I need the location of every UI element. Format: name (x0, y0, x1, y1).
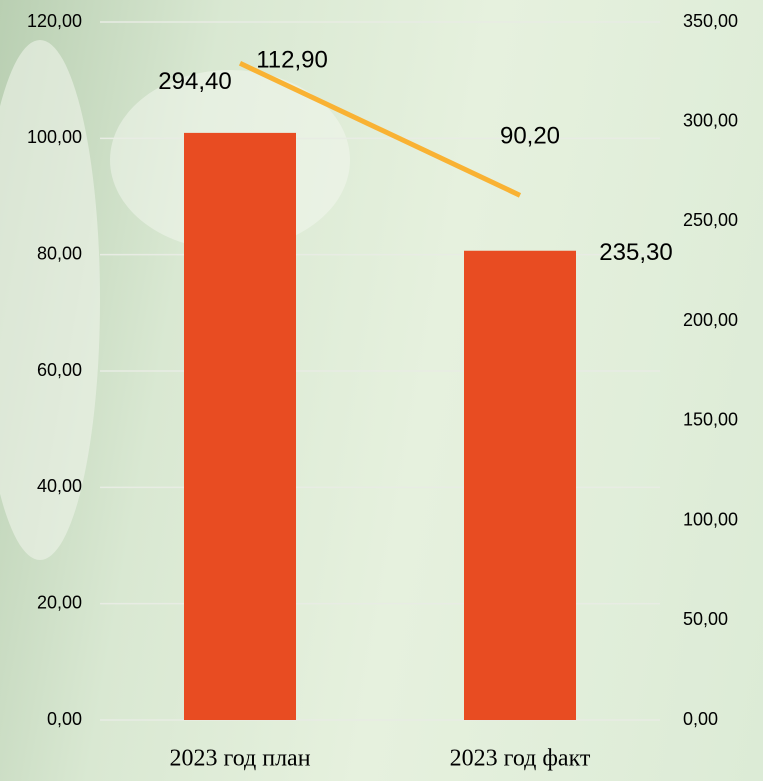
y2-tick-label: 250,00 (683, 210, 738, 230)
y-tick-label: 80,00 (37, 243, 82, 263)
y-tick-label: 120,00 (27, 11, 82, 31)
y-tick-label: 0,00 (47, 709, 82, 729)
y2-tick-label: 100,00 (683, 509, 738, 529)
data-label: 90,20 (500, 123, 560, 150)
y2-tick-label: 150,00 (683, 410, 738, 430)
y-tick-label: 40,00 (37, 476, 82, 496)
y2-tick-label: 300,00 (683, 110, 738, 130)
y-tick-label: 100,00 (27, 127, 82, 147)
bar (184, 132, 296, 721)
y2-tick-label: 50,00 (683, 609, 728, 629)
data-label: 235,30 (599, 239, 672, 266)
x-tick-label: 2023 год план (169, 746, 310, 772)
y2-tick-label: 200,00 (683, 310, 738, 330)
y-tick-label: 20,00 (37, 592, 82, 612)
y2-tick-label: 0,00 (683, 709, 718, 729)
bar (464, 250, 576, 720)
background-decoration (0, 40, 100, 560)
line (238, 61, 522, 198)
data-label: 294,40 (158, 68, 231, 95)
data-label: 112,90 (256, 47, 328, 74)
y2-tick-label: 350,00 (683, 11, 738, 31)
y-tick-label: 60,00 (37, 360, 82, 380)
x-tick-label: 2023 год факт (450, 746, 591, 772)
